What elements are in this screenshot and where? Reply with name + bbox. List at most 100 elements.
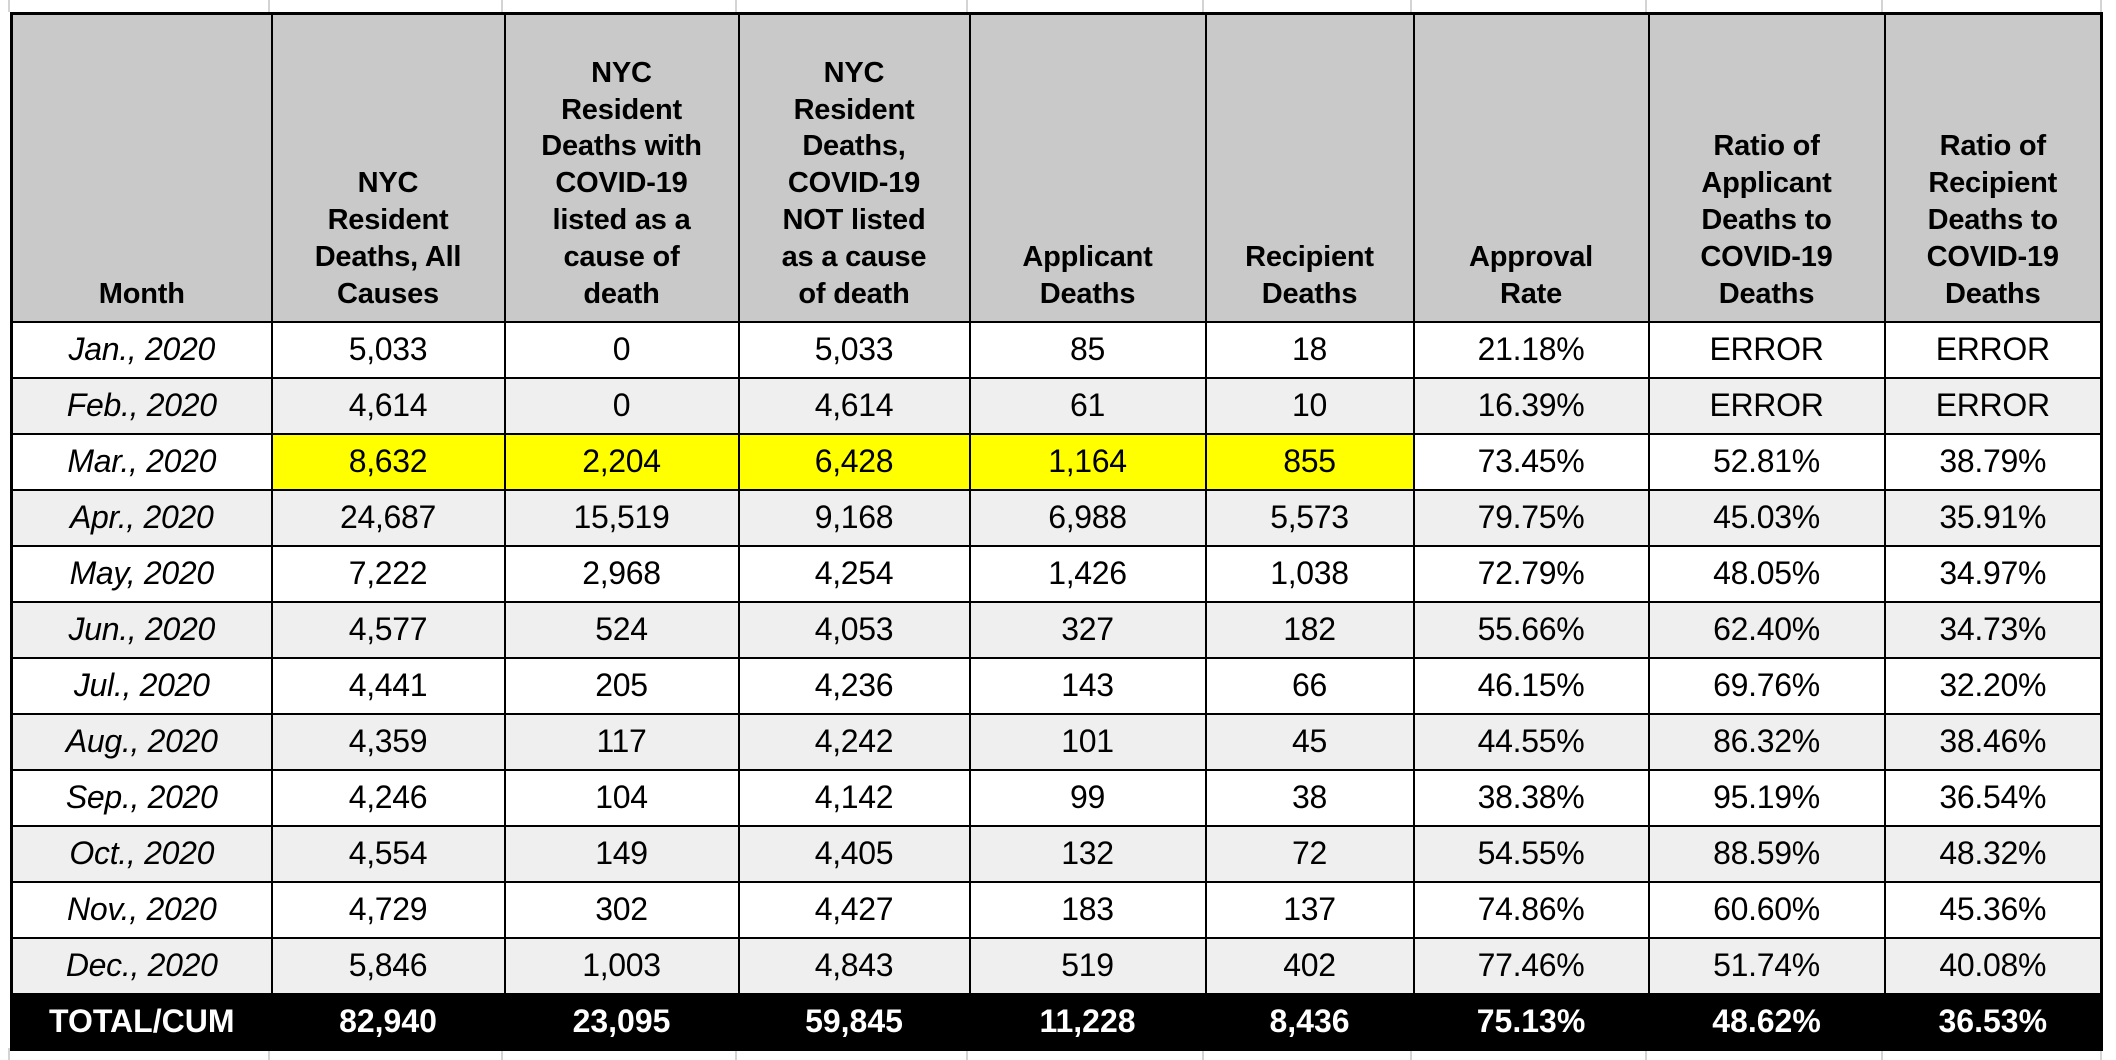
column-header-approval-rate: Approval Rate	[1412, 12, 1650, 323]
month-cell: Sep., 2020	[10, 768, 273, 827]
data-cell: 4,427	[737, 880, 971, 939]
data-cell: 143	[968, 656, 1207, 715]
data-cell: 205	[503, 656, 740, 715]
data-cell: 61	[968, 376, 1207, 435]
data-cell: 79.75%	[1412, 488, 1650, 547]
column-header-covid-listed: NYC Resident Deaths with COVID-19 listed…	[503, 12, 740, 323]
total-label-cell: TOTAL/CUM	[10, 992, 273, 1051]
data-cell: 9,168	[737, 488, 971, 547]
data-cell: 21.18%	[1412, 320, 1650, 379]
deaths-table: Month NYC Resident Deaths, All Causes NY…	[10, 12, 2103, 1051]
data-cell: 137	[1204, 880, 1415, 939]
data-cell: 5,033	[737, 320, 971, 379]
column-header-covid-not-listed: NYC Resident Deaths, COVID-19 NOT listed…	[737, 12, 971, 323]
sheet-gridline-strip-top	[0, 0, 2116, 12]
total-cell: 48.62%	[1647, 992, 1886, 1051]
sheet-gridline	[1202, 1048, 1204, 1060]
data-cell: 32.20%	[1883, 656, 2103, 715]
data-cell: 45	[1204, 712, 1415, 771]
sheet-gridline	[268, 1048, 270, 1060]
data-cell: 4,242	[737, 712, 971, 771]
data-cell: 34.97%	[1883, 544, 2103, 603]
data-cell: 69.76%	[1647, 656, 1886, 715]
data-cell: 132	[968, 824, 1207, 883]
sheet-gridline	[966, 1048, 968, 1060]
table-row: Oct., 2020 4,554 149 4,405 132 72 54.55% 88.59%…	[10, 824, 2103, 883]
table-row: Nov., 2020 4,729 302 4,427 183 137 74.86% 60.60…	[10, 880, 2103, 939]
sheet-gridline	[501, 1048, 503, 1060]
data-cell: 74.86%	[1412, 880, 1650, 939]
data-cell: 182	[1204, 600, 1415, 659]
sheet-gridline	[1645, 1048, 1647, 1060]
data-cell: 5,573	[1204, 488, 1415, 547]
table-row: Jul., 2020 4,441 205 4,236 143 66 46.15% 69.76%…	[10, 656, 2103, 715]
data-cell: 4,405	[737, 824, 971, 883]
data-cell: 66	[1204, 656, 1415, 715]
sheet-gridline	[735, 1048, 737, 1060]
data-cell: 519	[968, 936, 1207, 995]
data-cell: 4,254	[737, 544, 971, 603]
data-cell: 0	[503, 320, 740, 379]
column-header-all-causes: NYC Resident Deaths, All Causes	[270, 12, 506, 323]
data-cell: 52.81%	[1647, 432, 1886, 491]
table-row: May, 2020 7,222 2,968 4,254 1,426 1,038 72.79%…	[10, 544, 2103, 603]
month-cell: Dec., 2020	[10, 936, 273, 995]
data-cell: 4,614	[737, 376, 971, 435]
sheet-gridline	[966, 0, 968, 12]
month-cell: Jan., 2020	[10, 320, 273, 379]
total-cell: 36.53%	[1883, 992, 2103, 1051]
data-cell: 7,222	[270, 544, 506, 603]
table-row: Apr., 2020 24,687 15,519 9,168 6,988 5,573 79.…	[10, 488, 2103, 547]
table-row: Dec., 2020 5,846 1,003 4,843 519 402 77.46% 51.…	[10, 936, 2103, 995]
table-row: Jan., 2020 5,033 0 5,033 85 18 21.18% ERROR ERRO…	[10, 320, 2103, 379]
data-cell: ERROR	[1647, 376, 1886, 435]
data-cell: 48.32%	[1883, 824, 2103, 883]
data-cell: 55.66%	[1412, 600, 1650, 659]
sheet-gridline	[2100, 0, 2102, 12]
data-cell: 77.46%	[1412, 936, 1650, 995]
month-cell: Aug., 2020	[10, 712, 273, 771]
data-cell: 18	[1204, 320, 1415, 379]
data-cell: 117	[503, 712, 740, 771]
data-cell: 104	[503, 768, 740, 827]
data-cell: 72.79%	[1412, 544, 1650, 603]
table-row: Jun., 2020 4,577 524 4,053 327 182 55.66% 62.40…	[10, 600, 2103, 659]
table-header: Month NYC Resident Deaths, All Causes NY…	[10, 12, 2103, 323]
column-header-ratio-applicant: Ratio of Applicant Deaths to COVID-19 De…	[1647, 12, 1886, 323]
table-row: Feb., 2020 4,614 0 4,614 61 10 16.39% ERROR ERRO…	[10, 376, 2103, 435]
data-cell: 6,428	[737, 432, 971, 491]
data-cell: 45.36%	[1883, 880, 2103, 939]
data-cell: 86.32%	[1647, 712, 1886, 771]
data-cell: 85	[968, 320, 1207, 379]
data-cell: 0	[503, 376, 740, 435]
data-cell: 2,204	[503, 432, 740, 491]
total-cell: 75.13%	[1412, 992, 1650, 1051]
header-row: Month NYC Resident Deaths, All Causes NY…	[10, 12, 2103, 323]
data-cell: 5,033	[270, 320, 506, 379]
data-cell: 1,426	[968, 544, 1207, 603]
month-cell: Feb., 2020	[10, 376, 273, 435]
data-cell: 4,441	[270, 656, 506, 715]
data-cell: 1,003	[503, 936, 740, 995]
data-cell: 524	[503, 600, 740, 659]
sheet-gridline	[735, 0, 737, 12]
data-cell: 4,843	[737, 936, 971, 995]
data-cell: 10	[1204, 376, 1415, 435]
sheet-gridline	[1202, 0, 1204, 12]
data-cell: 1,164	[968, 432, 1207, 491]
sheet-gridline	[268, 0, 270, 12]
sheet-gridline	[1881, 1048, 1883, 1060]
data-cell: 15,519	[503, 488, 740, 547]
data-cell: 8,632	[270, 432, 506, 491]
data-cell: 1,038	[1204, 544, 1415, 603]
sheet-gridline	[501, 0, 503, 12]
sheet-gridline	[1881, 0, 1883, 12]
data-cell: ERROR	[1883, 320, 2103, 379]
data-cell: 4,236	[737, 656, 971, 715]
data-cell: 4,577	[270, 600, 506, 659]
data-cell: 302	[503, 880, 740, 939]
data-cell: 60.60%	[1647, 880, 1886, 939]
data-cell: 4,142	[737, 768, 971, 827]
data-cell: 4,554	[270, 824, 506, 883]
sheet-gridline	[8, 0, 10, 12]
